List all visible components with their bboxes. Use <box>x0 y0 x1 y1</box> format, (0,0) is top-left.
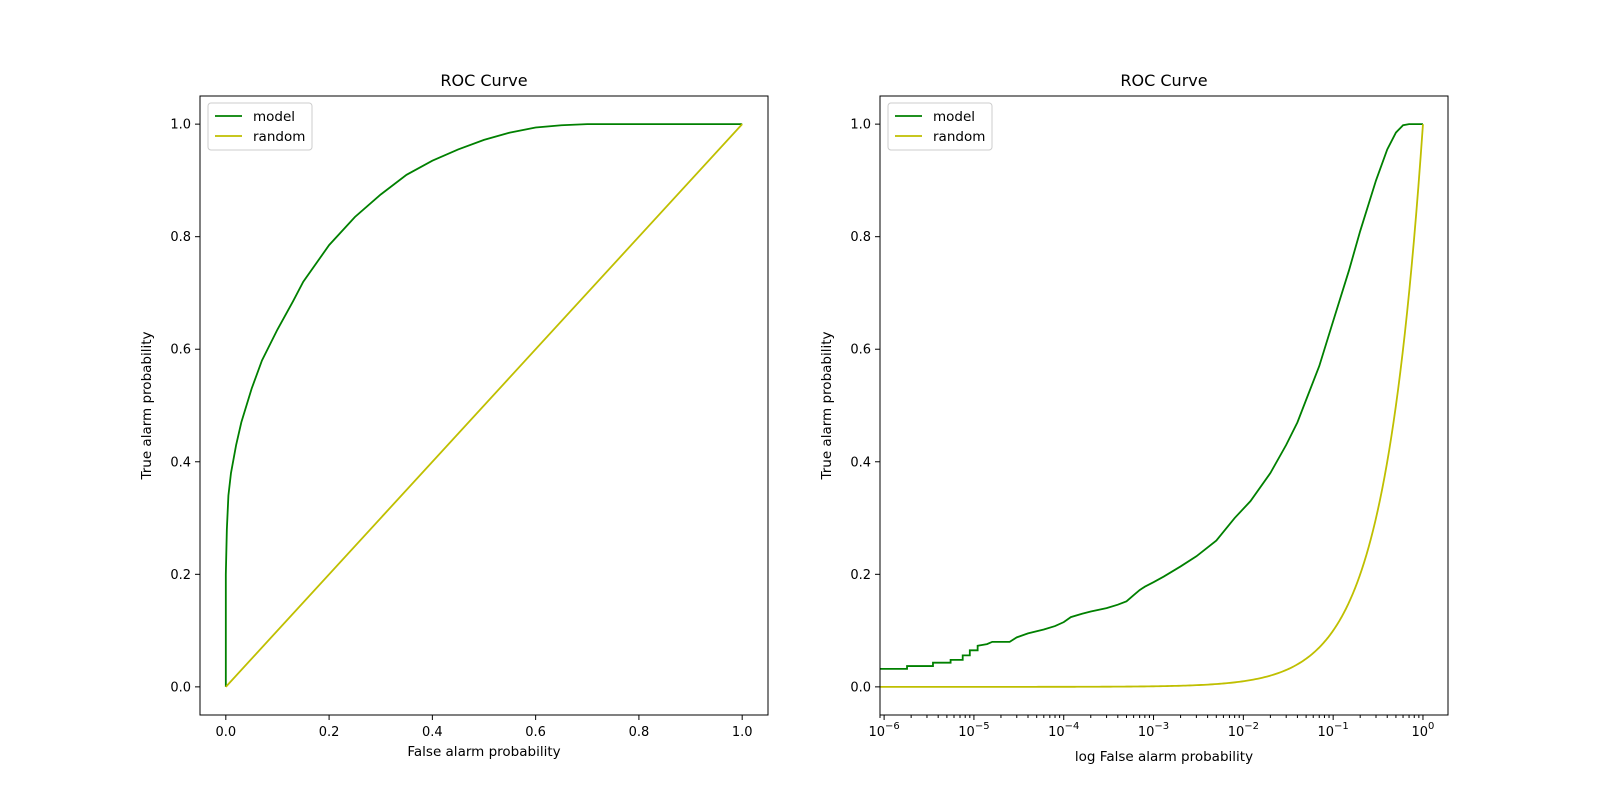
legend-label-random: random <box>933 129 985 145</box>
y-tick-label: 0.2 <box>850 568 871 583</box>
x-axis-label: False alarm probability <box>407 744 560 760</box>
axes-frame <box>879 95 1449 716</box>
series-line-random <box>880 124 1424 688</box>
chart-title: ROC Curve <box>1120 71 1207 90</box>
x-tick-label: 10−5 <box>958 721 989 740</box>
series-line-model <box>224 123 743 687</box>
y-tick-label: 0.2 <box>170 568 191 583</box>
legend-label-model: model <box>253 109 295 125</box>
series-line-random <box>225 123 743 688</box>
legend: model random <box>207 102 313 151</box>
roc-panel-2: 10−6 10−5 10−4 10−3 10−2 10−1 100 0.0 0.2 0.4 0.6 0… <box>819 71 1449 765</box>
x-tick-label: 10−1 <box>1318 721 1349 740</box>
legend-label-random: random <box>253 129 305 145</box>
series-line-model <box>880 123 1423 670</box>
legend: model random <box>887 102 993 151</box>
x-axis-label: log False alarm probability <box>1075 749 1253 765</box>
x-tick-label: 0.4 <box>422 725 443 740</box>
y-tick-label: 0.0 <box>850 680 871 695</box>
y-tick-label: 0.6 <box>850 343 871 358</box>
x-tick-label: 10−6 <box>868 721 899 740</box>
y-tick-label: 0.4 <box>850 455 871 470</box>
x-tick-label: 10−2 <box>1228 721 1259 740</box>
legend-box <box>887 102 993 151</box>
legend-label-model: model <box>933 109 975 125</box>
axes-frame <box>199 95 769 716</box>
y-tick-label: 1.0 <box>850 118 871 133</box>
roc-panel-1: 0.0 0.2 0.4 0.6 0.8 1.0 0.0 0.2 0.4 0.6 0.8 1.0 ROC … <box>139 71 769 760</box>
x-tick-label: 0.2 <box>319 725 340 740</box>
x-tick-label: 0.0 <box>215 725 236 740</box>
y-tick-label: 0.0 <box>170 680 191 695</box>
y-tick-label: 0.8 <box>850 230 871 245</box>
y-tick-label: 0.8 <box>170 230 191 245</box>
chart-title: ROC Curve <box>440 71 527 90</box>
legend-box <box>207 102 313 151</box>
y-tick-label: 1.0 <box>170 118 191 133</box>
x-tick-label: 10−3 <box>1138 721 1169 740</box>
y-axis-label: True alarm probability <box>139 331 155 480</box>
y-tick-label: 0.6 <box>170 343 191 358</box>
x-tick-label: 1.0 <box>732 725 753 740</box>
y-tick-label: 0.4 <box>170 455 191 470</box>
x-tick-label: 10−4 <box>1048 721 1079 740</box>
x-tick-label: 100 <box>1412 721 1435 740</box>
y-axis-label: True alarm probability <box>819 331 835 480</box>
x-tick-label: 0.6 <box>525 725 546 740</box>
x-tick-label: 0.8 <box>629 725 650 740</box>
